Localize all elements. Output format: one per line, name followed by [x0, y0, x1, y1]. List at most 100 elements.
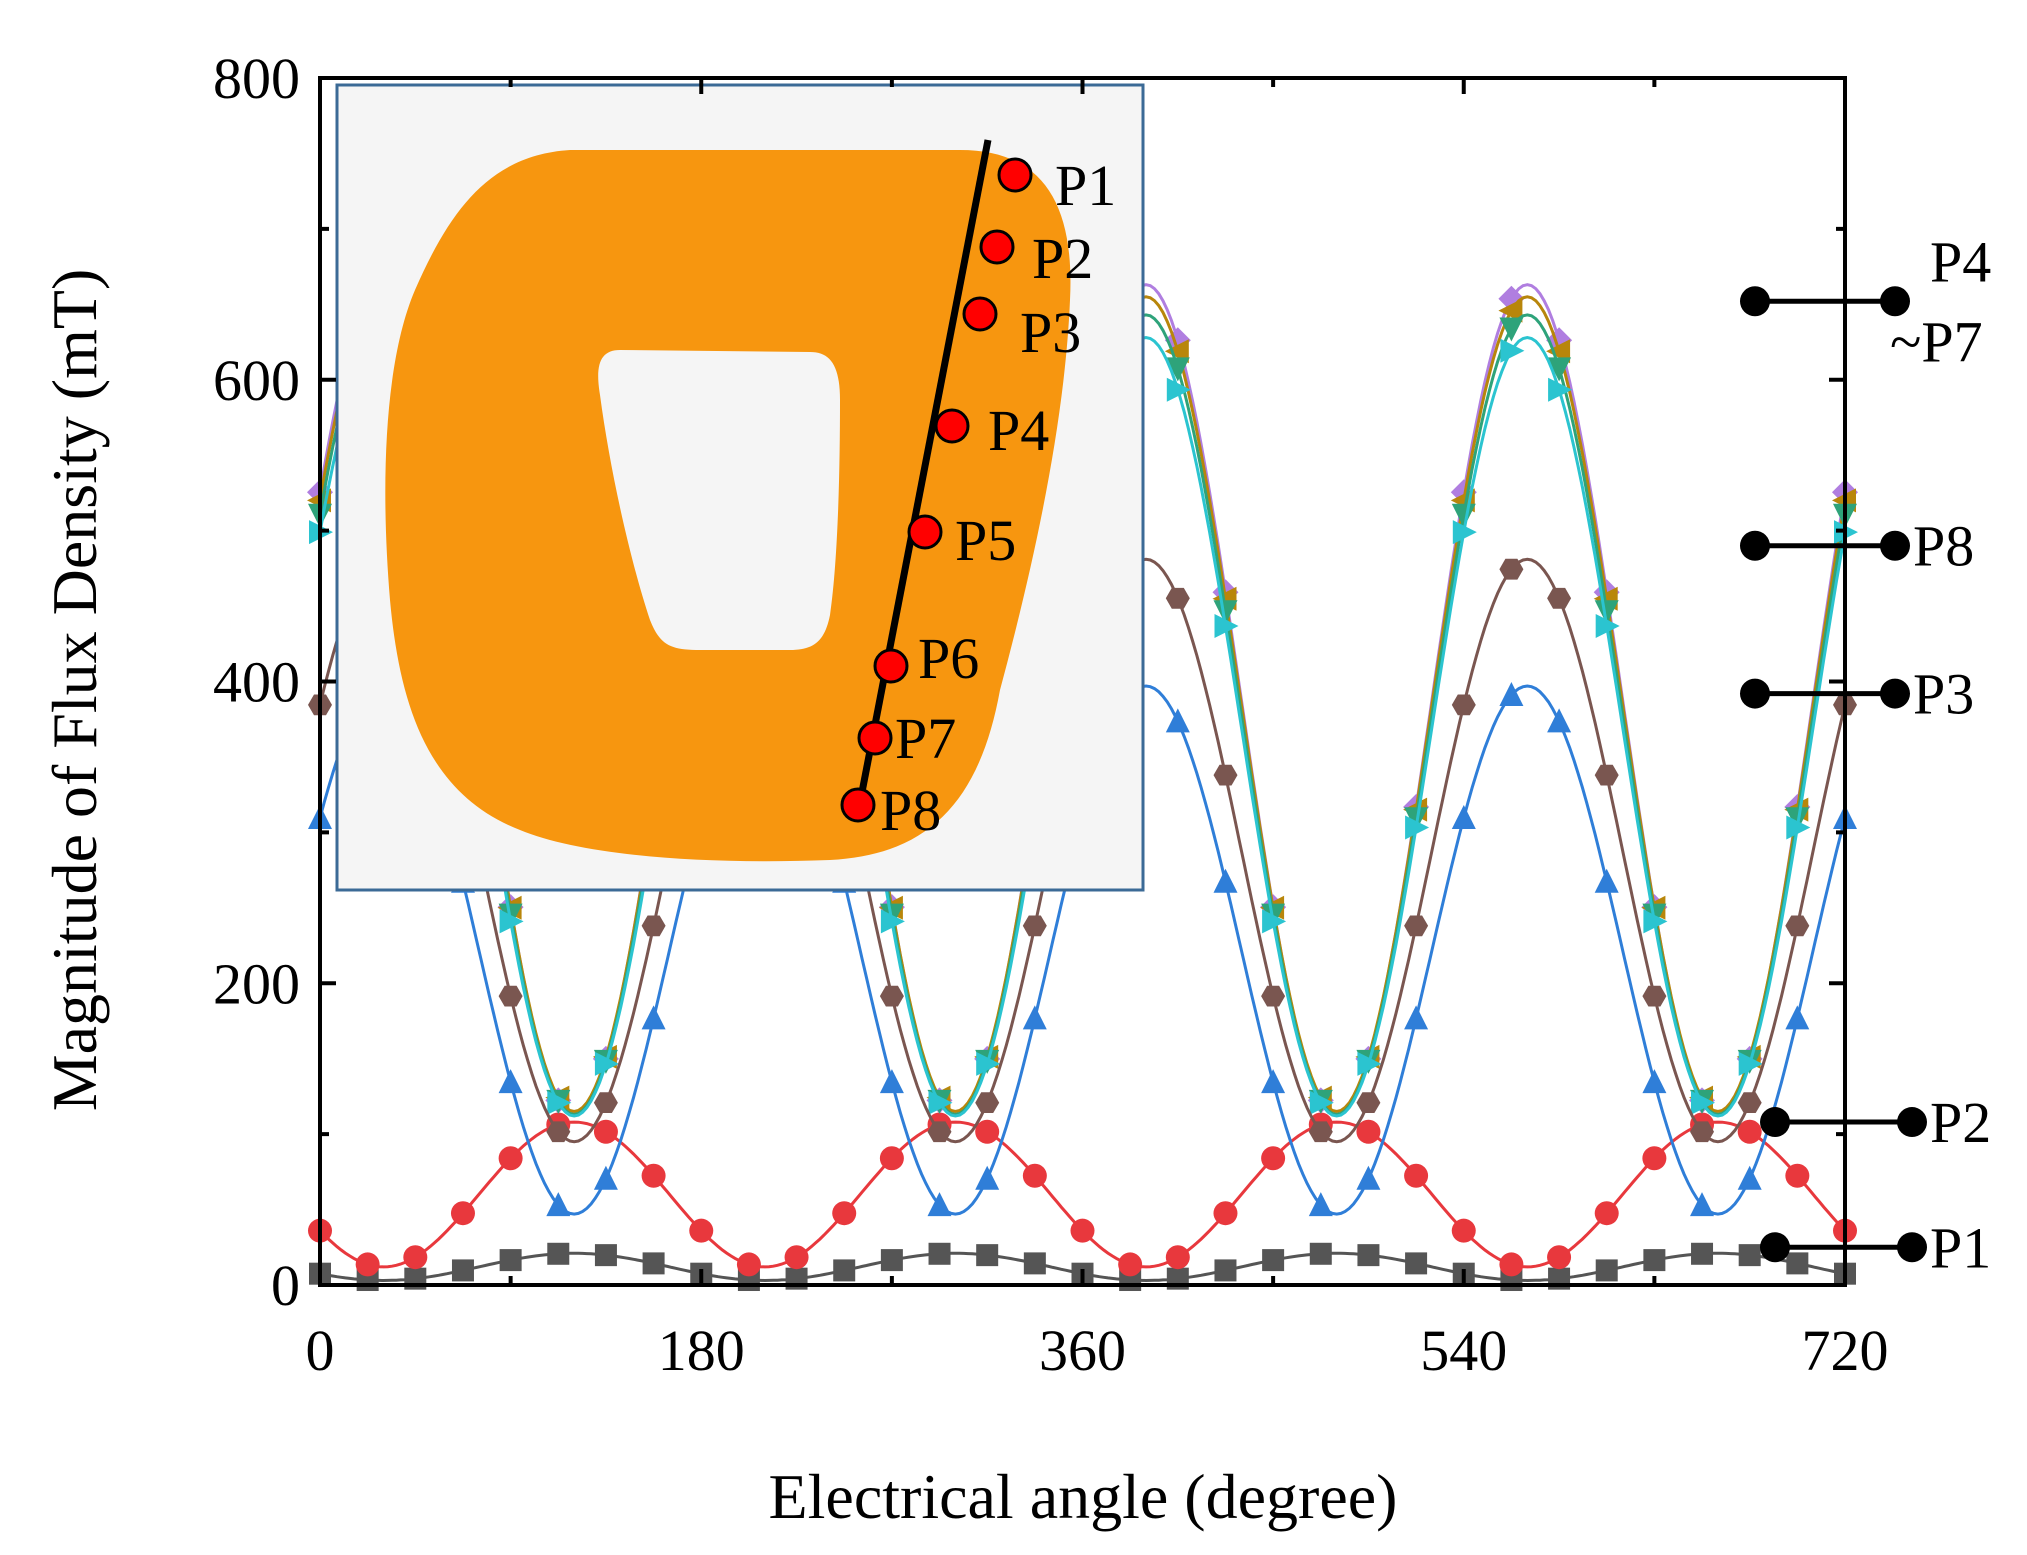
marker-P1 — [1357, 1244, 1380, 1267]
callout-dot — [1760, 1107, 1790, 1138]
marker-P1 — [451, 1259, 474, 1282]
marker-P7 — [1214, 614, 1239, 638]
probe-label-P1: P1 — [1055, 153, 1116, 218]
marker-P2 — [641, 1163, 666, 1188]
marker-P6 — [1594, 600, 1619, 625]
marker-P2 — [1594, 1201, 1619, 1226]
probe-line — [853, 139, 992, 819]
marker-P2 — [1404, 1163, 1429, 1188]
callout-label: P1 — [1930, 1215, 1991, 1280]
callout-label: P8 — [1913, 514, 1974, 579]
marker-P1 — [1691, 1242, 1714, 1265]
marker-P3 — [1308, 1192, 1333, 1217]
marker-P8 — [879, 985, 904, 1007]
probe-label-P2: P2 — [1032, 226, 1093, 291]
marker-P1 — [547, 1242, 570, 1265]
marker-P3 — [1499, 682, 1524, 706]
marker-P3 — [1594, 868, 1619, 893]
marker-P6 — [1547, 357, 1572, 382]
marker-P7 — [1405, 815, 1430, 840]
marker-P8 — [1308, 1121, 1333, 1143]
marker-P2 — [1165, 1245, 1190, 1270]
marker-P2 — [689, 1218, 714, 1243]
callout-dot — [1897, 1107, 1927, 1138]
marker-P7 — [1166, 377, 1191, 402]
marker-P3 — [641, 1005, 666, 1030]
marker-P7 — [1548, 377, 1573, 402]
marker-P1 — [1643, 1249, 1666, 1272]
marker-P8 — [1690, 1121, 1714, 1143]
callout-label: P4 — [1930, 229, 1991, 294]
marker-P2 — [1261, 1146, 1286, 1171]
marker-P3 — [1785, 1005, 1810, 1030]
marker-P1 — [499, 1249, 522, 1272]
marker-P7 — [499, 909, 524, 934]
probe-label-P7: P7 — [895, 706, 956, 771]
callout-dot — [1880, 530, 1910, 561]
marker-P8 — [1213, 764, 1238, 786]
marker-P1 — [1214, 1259, 1237, 1282]
marker-P2 — [450, 1201, 475, 1226]
marker-P1 — [1405, 1252, 1428, 1275]
marker-P1 — [833, 1259, 856, 1282]
probe-label-P5: P5 — [955, 508, 1016, 573]
marker-P3 — [975, 1165, 1000, 1190]
marker-P8 — [498, 985, 523, 1007]
marker-P8 — [1451, 694, 1476, 716]
marker-P8 — [593, 1092, 618, 1113]
probe-point-P5 — [907, 514, 943, 550]
marker-P3 — [1547, 708, 1572, 733]
marker-P8 — [1642, 985, 1667, 1007]
probe-point-P4 — [934, 408, 970, 444]
marker-P8 — [975, 1092, 1000, 1113]
marker-P2 — [1022, 1163, 1047, 1188]
marker-P1 — [642, 1252, 665, 1275]
marker-P2 — [498, 1146, 523, 1171]
x-axis-title: Electrical angle (degree) — [769, 1461, 1398, 1532]
marker-P8 — [1165, 587, 1190, 609]
marker-P3 — [498, 1069, 523, 1094]
marker-P1 — [1786, 1252, 1809, 1275]
marker-P7 — [1500, 338, 1525, 363]
marker-P1 — [976, 1244, 999, 1267]
marker-P1 — [594, 1244, 617, 1267]
marker-P7 — [880, 909, 905, 934]
marker-P2 — [784, 1245, 809, 1270]
marker-P8 — [1737, 1092, 1762, 1113]
marker-P2 — [879, 1146, 904, 1171]
marker-P2 — [975, 1119, 1000, 1144]
marker-P2 — [1547, 1245, 1572, 1270]
marker-P3 — [593, 1165, 618, 1190]
marker-P2 — [1785, 1163, 1810, 1188]
marker-P2 — [832, 1201, 857, 1226]
marker-P2 — [1118, 1252, 1143, 1277]
y-tick-label: 600 — [213, 348, 300, 413]
y-tick-label: 800 — [213, 46, 300, 111]
y-tick-label: 200 — [213, 951, 300, 1016]
probe-label-P3: P3 — [1020, 300, 1081, 365]
marker-P2 — [1499, 1252, 1524, 1277]
probe-label-P6: P6 — [918, 626, 979, 691]
marker-P3 — [546, 1192, 571, 1217]
marker-P1 — [880, 1249, 903, 1272]
marker-P2 — [1070, 1218, 1095, 1243]
callout-dot — [1740, 530, 1770, 561]
marker-P2 — [1737, 1119, 1762, 1144]
marker-P1 — [1595, 1259, 1618, 1282]
probe-label-P4: P4 — [988, 398, 1049, 463]
marker-P1 — [1309, 1242, 1332, 1265]
marker-P6 — [1165, 357, 1190, 382]
marker-P7 — [1595, 614, 1620, 638]
marker-P8 — [641, 915, 666, 937]
marker-P8 — [1547, 587, 1572, 609]
marker-P5 — [1498, 298, 1523, 323]
callout-dot — [1740, 286, 1770, 317]
callout-dot — [1880, 286, 1910, 317]
probe-point-P3 — [962, 296, 998, 332]
marker-P8 — [1499, 558, 1524, 580]
x-tick-label: 720 — [1802, 1318, 1889, 1383]
callout-dot — [1897, 1232, 1927, 1263]
probe-points: P1 P2 P3 P4 P5 P6 P7 P8 — [840, 153, 1116, 843]
probe-point-P2 — [979, 229, 1015, 265]
